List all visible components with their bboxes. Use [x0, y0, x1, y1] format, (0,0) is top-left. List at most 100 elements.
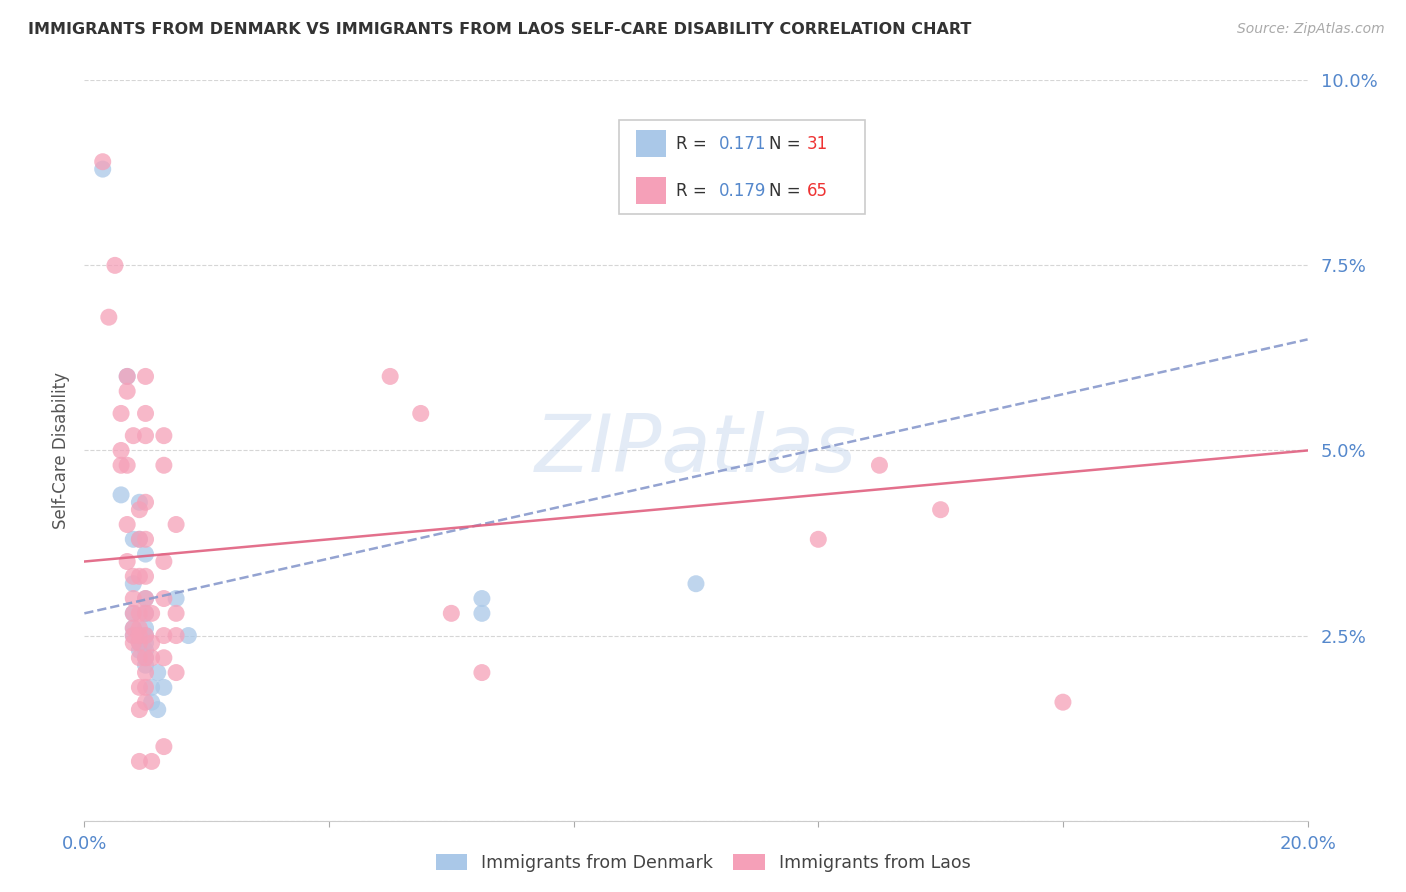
- Point: [122, 591, 145, 606]
- Point: [128, 755, 150, 769]
- Point: [165, 591, 187, 606]
- Point: [128, 533, 150, 547]
- Point: [177, 628, 200, 642]
- Text: 31: 31: [807, 135, 828, 153]
- Point: [153, 458, 176, 473]
- Point: [135, 658, 157, 673]
- Point: [685, 576, 707, 591]
- Point: [807, 533, 830, 547]
- Point: [135, 636, 157, 650]
- Point: [380, 369, 402, 384]
- Point: [128, 628, 150, 642]
- Point: [122, 636, 145, 650]
- Point: [153, 591, 176, 606]
- Point: [141, 650, 163, 665]
- Point: [141, 636, 163, 650]
- Point: [97, 310, 120, 325]
- Point: [153, 428, 176, 442]
- Point: [1052, 695, 1074, 709]
- Point: [440, 607, 463, 621]
- Point: [165, 517, 187, 532]
- Text: N =: N =: [769, 182, 806, 200]
- Point: [128, 533, 150, 547]
- Point: [409, 407, 432, 421]
- Point: [135, 591, 157, 606]
- Point: [471, 607, 494, 621]
- Point: [929, 502, 952, 516]
- Point: [128, 636, 150, 650]
- Point: [115, 384, 138, 399]
- Point: [135, 407, 157, 421]
- Point: [165, 665, 187, 680]
- Y-axis label: Self-Care Disability: Self-Care Disability: [52, 372, 70, 529]
- Point: [115, 517, 138, 532]
- Point: [869, 458, 891, 473]
- Point: [122, 621, 145, 635]
- Point: [135, 495, 157, 509]
- Point: [122, 569, 145, 583]
- Point: [135, 369, 157, 384]
- Point: [135, 569, 157, 583]
- Point: [141, 695, 163, 709]
- Point: [115, 458, 138, 473]
- Point: [135, 665, 157, 680]
- Point: [122, 576, 145, 591]
- Point: [135, 533, 157, 547]
- Point: [141, 755, 163, 769]
- Text: ZIP​atlas: ZIP​atlas: [534, 411, 858, 490]
- Point: [135, 621, 157, 635]
- Point: [115, 369, 138, 384]
- Point: [128, 502, 150, 516]
- Point: [141, 681, 163, 695]
- Point: [135, 681, 157, 695]
- Text: Source: ZipAtlas.com: Source: ZipAtlas.com: [1237, 22, 1385, 37]
- Point: [135, 650, 157, 665]
- Text: 0.179: 0.179: [718, 182, 766, 200]
- Legend: Immigrants from Denmark, Immigrants from Laos: Immigrants from Denmark, Immigrants from…: [429, 847, 977, 879]
- Point: [122, 428, 145, 442]
- Text: 65: 65: [807, 182, 828, 200]
- Point: [128, 681, 150, 695]
- Point: [110, 488, 132, 502]
- Point: [153, 681, 176, 695]
- Point: [153, 554, 176, 569]
- Point: [135, 628, 157, 642]
- Point: [110, 458, 132, 473]
- Text: N =: N =: [769, 135, 806, 153]
- Point: [115, 369, 138, 384]
- Point: [122, 621, 145, 635]
- Point: [146, 665, 169, 680]
- Point: [471, 591, 494, 606]
- Point: [91, 162, 114, 177]
- Point: [135, 607, 157, 621]
- Point: [128, 495, 150, 509]
- Point: [110, 407, 132, 421]
- Point: [135, 628, 157, 642]
- Point: [135, 650, 157, 665]
- Point: [115, 554, 138, 569]
- Point: [128, 650, 150, 665]
- Point: [128, 636, 150, 650]
- Point: [141, 607, 163, 621]
- Point: [165, 628, 187, 642]
- Point: [153, 628, 176, 642]
- Text: 0.171: 0.171: [718, 135, 766, 153]
- Point: [128, 569, 150, 583]
- Point: [91, 154, 114, 169]
- Point: [471, 665, 494, 680]
- Point: [122, 607, 145, 621]
- Point: [122, 533, 145, 547]
- Point: [128, 643, 150, 657]
- Text: IMMIGRANTS FROM DENMARK VS IMMIGRANTS FROM LAOS SELF-CARE DISABILITY CORRELATION: IMMIGRANTS FROM DENMARK VS IMMIGRANTS FR…: [28, 22, 972, 37]
- Point: [128, 621, 150, 635]
- Point: [135, 695, 157, 709]
- Point: [122, 628, 145, 642]
- Point: [135, 643, 157, 657]
- Point: [135, 428, 157, 442]
- Text: R =: R =: [676, 182, 713, 200]
- Point: [165, 607, 187, 621]
- Point: [128, 607, 150, 621]
- Point: [153, 739, 176, 754]
- Point: [104, 259, 127, 273]
- Point: [122, 628, 145, 642]
